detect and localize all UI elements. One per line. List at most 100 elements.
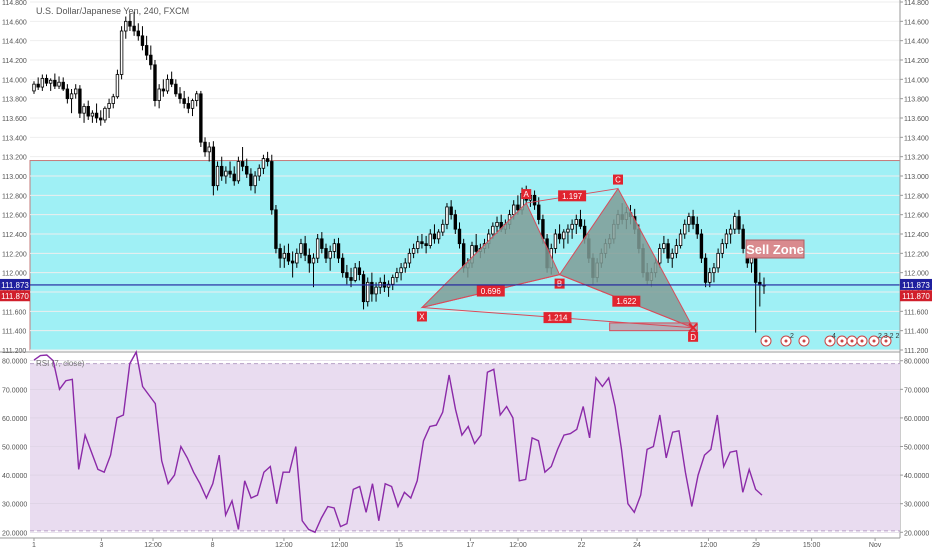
rsi-tick-label: 60.0000 (904, 416, 929, 423)
candle-body (153, 64, 157, 102)
price-tick-label: 114.800 (904, 0, 929, 7)
price-left-tick-label: 114.400 (2, 39, 27, 46)
rsi-tick-label: 30.0000 (904, 502, 929, 509)
candle-body (157, 88, 161, 102)
candle-body (349, 277, 353, 281)
candle-body (737, 216, 741, 230)
harmonic-pattern: 1.197 0.696 1.622 1.214 X A B C D (416, 174, 699, 342)
price-tick-label: 113.400 (904, 135, 929, 142)
candle-body (178, 93, 182, 100)
candle-body (199, 93, 203, 143)
candle-body (474, 245, 478, 252)
candle-body (94, 112, 99, 119)
time-tick-label: 3 (99, 542, 103, 549)
candle-body (683, 223, 687, 235)
ratio-label-box (476, 285, 505, 297)
candle-body (332, 243, 337, 252)
candle-body (691, 216, 695, 225)
ratio-label-box (612, 295, 641, 307)
rsi-tick-label: 50.0000 (904, 445, 929, 452)
candle-body (420, 241, 424, 245)
candle-body (190, 100, 195, 109)
event-count-label: 2 3 2 2 (878, 333, 900, 340)
candle-body (566, 228, 570, 233)
event-flag-dot-icon (828, 339, 832, 343)
price-tick-label: 111.400 (904, 329, 928, 336)
candle-body (307, 254, 312, 264)
time-tick-label: 24 (633, 542, 641, 549)
point-label: A (524, 190, 530, 199)
price-left-tick-label: 113.800 (2, 97, 27, 104)
candle-body (749, 257, 754, 264)
price-left-tick-label: 113.200 (2, 155, 27, 162)
rsi-left-tick-label: 80.0000 (2, 359, 27, 366)
price-left-tick-label: 112.400 (2, 232, 27, 239)
candle-body (695, 223, 699, 235)
candle-body (361, 274, 366, 303)
candle-body (86, 106, 90, 117)
candle-body (186, 103, 191, 109)
event-flag-dot-icon (802, 339, 806, 343)
candle-body (236, 161, 241, 182)
candle-body (69, 93, 74, 100)
candle-body (407, 252, 412, 264)
candle-body (578, 219, 583, 227)
candle-body (670, 252, 674, 259)
event-flag-dot-icon (764, 339, 768, 343)
candle-body (232, 173, 236, 182)
candle-body (174, 83, 178, 95)
candle-body (574, 219, 578, 225)
point-label: C (615, 176, 621, 185)
candle-body (286, 252, 291, 262)
left-current-price-text: 111.873 (1, 281, 29, 290)
candle-body (674, 245, 679, 254)
time-tick-label: 12:00 (275, 542, 293, 549)
candle-body (428, 233, 432, 247)
price-tick-label: 114.400 (904, 39, 929, 46)
candle-body (562, 231, 566, 240)
point-label-box (554, 278, 565, 289)
candle-body (662, 243, 666, 249)
candle-body (99, 117, 103, 121)
time-tick-label: 15 (395, 542, 403, 549)
candle-body (274, 209, 278, 249)
candle-body (340, 257, 345, 274)
price-left-tick-label: 113.600 (2, 116, 27, 123)
time-tick-label: Nov (869, 542, 882, 549)
candle-body (211, 146, 216, 187)
candle-body (40, 77, 45, 88)
candle-body (253, 175, 257, 187)
point-label: B (557, 280, 562, 289)
event-icons-row: 2 4 2 3 2 2 (760, 333, 900, 347)
point-label: D (690, 333, 696, 342)
candle-body (132, 25, 136, 32)
candle-body (516, 204, 520, 211)
candle-body (495, 221, 499, 227)
price-left-tick-label: 114.000 (2, 77, 27, 84)
left-current-price-badge: 111.873 (0, 278, 30, 290)
candle-body (436, 231, 441, 240)
candle-body (741, 228, 745, 249)
candle-body (115, 74, 120, 98)
candle-body (512, 204, 516, 216)
candle-body (78, 88, 82, 114)
price-tick-label: 113.000 (904, 174, 929, 181)
candle-body (570, 223, 574, 230)
time-tick-label: 12:00 (700, 542, 718, 549)
candle-body (678, 233, 683, 247)
prz-target-box (609, 322, 698, 332)
ratio-label-box (558, 190, 587, 202)
price-left-tick-label: 112.000 (2, 271, 27, 278)
candle-body (224, 170, 228, 177)
candle-body (311, 257, 316, 264)
price-left-tick-label: 112.200 (2, 251, 27, 258)
rsi-left-tick-label: 40.0000 (2, 473, 27, 480)
price-left-tick-label: 113.400 (2, 135, 27, 142)
candle-body (57, 81, 61, 87)
candle-body (282, 252, 286, 259)
candle-body (32, 83, 36, 92)
rsi-line (33, 350, 763, 534)
ratio-label: 0.696 (481, 287, 502, 296)
